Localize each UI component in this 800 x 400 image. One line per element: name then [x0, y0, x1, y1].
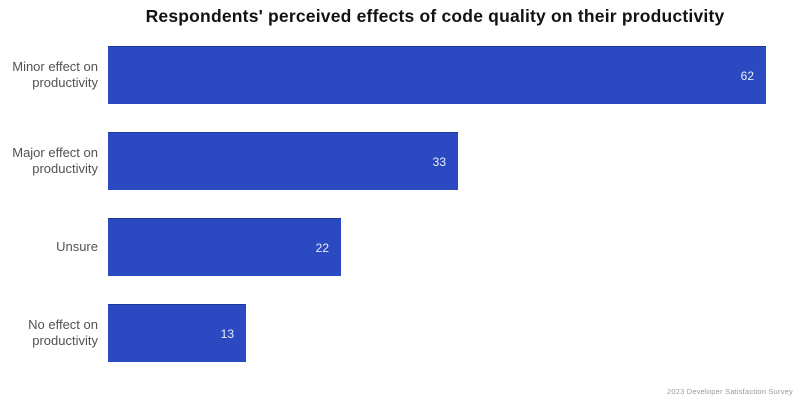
chart-row: No effect on productivity 13	[0, 304, 800, 362]
bar-track: 33	[108, 132, 800, 190]
bar-track: 13	[108, 304, 800, 362]
chart-title: Respondents' perceived effects of code q…	[145, 6, 725, 26]
category-label: No effect on productivity	[28, 316, 98, 349]
category-label: Major effect on productivity	[12, 144, 98, 177]
bar: 13	[108, 304, 246, 362]
bar: 33	[108, 132, 458, 190]
chart-row: Unsure 22	[0, 218, 800, 276]
category-label: Minor effect on productivity	[12, 58, 98, 91]
bar-track: 22	[108, 218, 800, 276]
chart-row: Minor effect on productivity 62	[0, 46, 800, 104]
bar-chart: Minor effect on productivity 62 Major effe…	[0, 46, 800, 390]
value-label: 13	[220, 326, 234, 341]
chart-row: Major effect on productivity 33	[0, 132, 800, 190]
value-label: 33	[432, 154, 446, 169]
category-label: Unsure	[56, 238, 98, 254]
source-caption: 2023 Developer Satisfaction Survey	[666, 387, 793, 396]
bar: 62	[108, 46, 766, 104]
value-label: 62	[740, 68, 754, 83]
bar: 22	[108, 218, 341, 276]
value-label: 22	[315, 240, 329, 255]
bar-track: 62	[108, 46, 800, 104]
